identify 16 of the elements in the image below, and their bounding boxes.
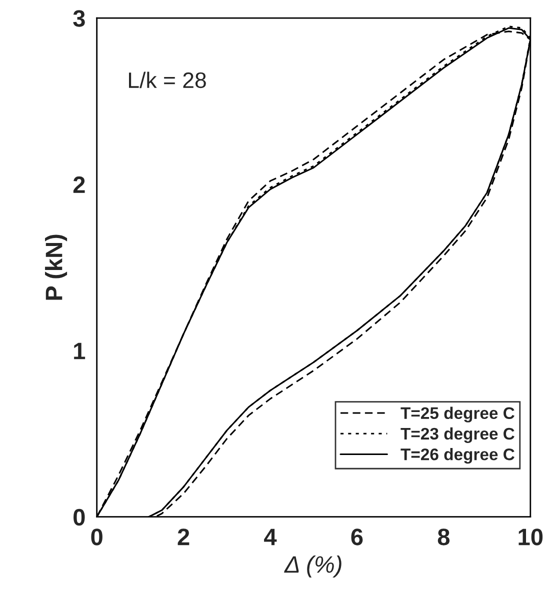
y-tick-label: 0 — [74, 508, 85, 526]
y-tick-label: 2 — [73, 176, 85, 193]
annotation: L/k = 28 — [129, 72, 206, 88]
legend-label: T=26 degree C — [400, 448, 514, 464]
x-tick-label: 10 — [518, 528, 543, 546]
x-tick-label: 4 — [264, 528, 277, 546]
x-tick-label: 2 — [178, 528, 190, 546]
x-tick-label: 0 — [91, 528, 102, 546]
legend-label: T=25 degree C — [400, 406, 514, 422]
y-tick-label: 3 — [73, 10, 85, 27]
x-tick-label: 6 — [351, 528, 363, 546]
legend-label: T=23 degree C — [400, 427, 514, 444]
y-tick-label: 1 — [74, 342, 86, 360]
x-axis-title: Δ (%) — [284, 556, 342, 578]
x-tick-label: 8 — [438, 528, 450, 546]
y-axis-title: P (kN) — [45, 234, 68, 300]
